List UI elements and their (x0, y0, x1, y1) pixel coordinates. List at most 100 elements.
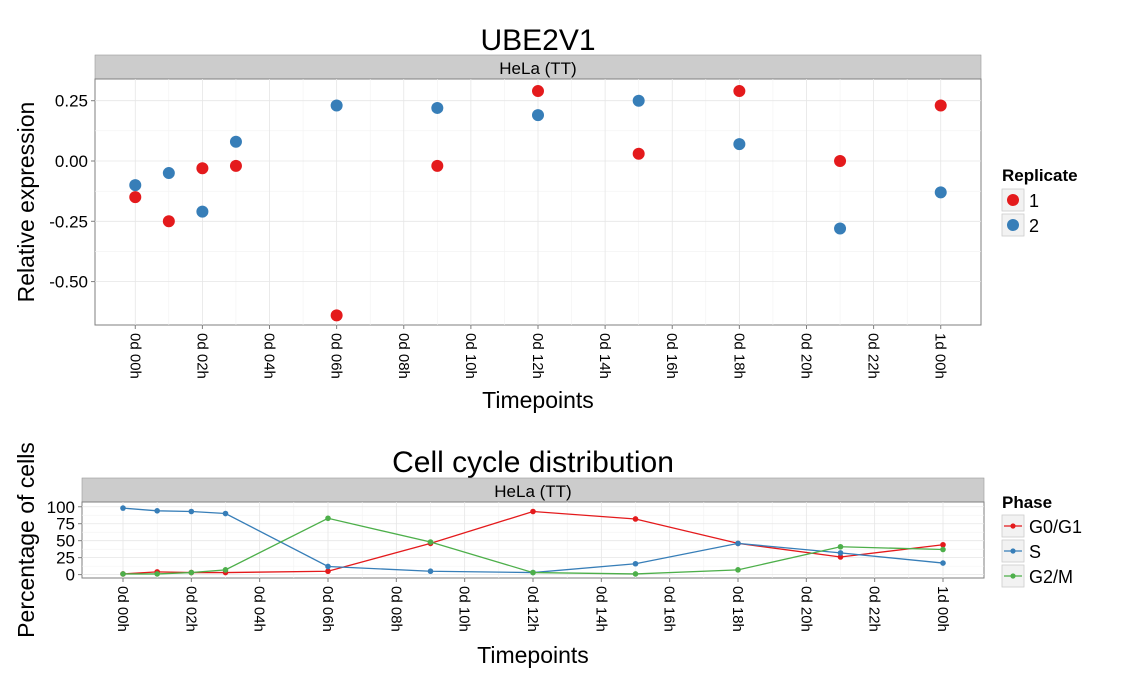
data-point (162, 215, 175, 228)
data-point (330, 99, 343, 112)
data-point (325, 568, 331, 575)
legend-label: G0/G1 (1029, 517, 1082, 537)
data-point (129, 191, 142, 204)
legend-label: 1 (1029, 191, 1039, 211)
legend-title: Replicate (1002, 166, 1078, 185)
data-points (129, 85, 947, 322)
data-point (325, 515, 331, 522)
data-point (431, 101, 444, 114)
x-tick-label: 0d 16h (663, 333, 680, 379)
y-tick-label: 25 (56, 549, 75, 568)
x-tick-label: 0d 08h (387, 586, 404, 632)
y-tick-label: 0.25 (55, 92, 88, 111)
legend-label: S (1029, 542, 1041, 562)
y-axis-label: Percentage of cells (13, 442, 39, 638)
legend-key-point (1010, 573, 1016, 579)
y-tick-label: -0.50 (49, 273, 88, 292)
x-tick-label: 0d 18h (729, 586, 746, 632)
legend: Phase G0/G1 S G2/M (1001, 493, 1082, 588)
data-point (162, 167, 175, 180)
x-tick-label: 0d 18h (730, 333, 747, 379)
data-point (733, 138, 746, 151)
y-tick-label: 0 (66, 566, 75, 585)
data-point (632, 516, 639, 522)
expression-chart: UBE2V1 HeLa (TT) 0.25 0.00 -0.25 -0.50 0d 0… (13, 24, 1078, 413)
data-point (431, 159, 444, 172)
legend-key-point (1010, 548, 1016, 554)
x-tick-label: 0d 14h (596, 333, 613, 379)
x-tick-label: 0d 22h (866, 586, 883, 632)
data-point (120, 571, 126, 577)
facet-strip (94, 54, 982, 80)
x-tick-label: 0d 14h (592, 586, 609, 632)
x-axis-label: Timepoints (482, 387, 594, 413)
x-tick-label: 0d 12h (529, 333, 546, 379)
legend-title: Phase (1002, 493, 1052, 512)
x-tick-label: 0d 10h (456, 586, 473, 632)
x-axis-ticks: 0d 00h 0d 02h 0d 04h 0d 06h 0d 08h 0d 10h 0d 1… (126, 325, 949, 379)
data-point (632, 147, 645, 160)
x-tick-label: 0d 08h (395, 333, 412, 379)
data-point (632, 571, 639, 577)
data-point (530, 569, 536, 576)
data-point (222, 567, 229, 573)
y-axis-label: Relative expression (13, 102, 39, 303)
data-point (934, 186, 947, 199)
facet-label: HeLa (TT) (499, 59, 576, 78)
data-point (632, 94, 645, 107)
data-point (229, 159, 242, 172)
data-point (733, 85, 746, 98)
legend-key-point (1007, 194, 1019, 206)
legend-label: G2/M (1029, 567, 1073, 587)
data-point (188, 569, 195, 576)
legend-label: 2 (1029, 216, 1039, 236)
y-tick-label: 50 (56, 532, 75, 551)
y-tick-label: -0.25 (49, 212, 88, 231)
legend: Replicate 1 2 (1001, 166, 1078, 237)
data-point (120, 505, 126, 511)
data-point (934, 99, 947, 112)
data-point (330, 309, 343, 322)
grid-lines (95, 79, 981, 325)
y-tick-label: 100 (47, 498, 75, 517)
data-point (735, 567, 741, 573)
x-tick-label: 1d 00h (932, 333, 949, 379)
data-point (837, 550, 844, 556)
x-tick-label: 0d 20h (797, 333, 814, 379)
data-point (427, 539, 434, 545)
x-tick-label: 0d 20h (797, 586, 814, 632)
x-tick-label: 0d 10h (462, 333, 479, 379)
data-point (940, 546, 946, 553)
data-point (427, 568, 434, 575)
chart-title: UBE2V1 (480, 24, 595, 57)
data-point (532, 85, 544, 98)
x-tick-label: 0d 02h (182, 586, 199, 632)
data-point (532, 109, 544, 122)
data-point (837, 543, 844, 550)
data-point (837, 554, 844, 560)
x-tick-label: 0d 16h (661, 586, 678, 632)
data-lines (120, 505, 946, 577)
x-tick-label: 0d 12h (524, 586, 541, 632)
data-point (188, 508, 195, 515)
cell-cycle-chart: Cell cycle distribution HeLa (TT) 100755… (13, 442, 1082, 668)
legend-key-point (1007, 219, 1019, 231)
x-tick-label: 1d 00h (934, 586, 951, 632)
data-point (632, 560, 639, 567)
x-axis-ticks: 0d 00h 0d 02h 0d 04h 0d 06h 0d 08h 0d 10h 0d 1… (114, 578, 951, 632)
chart-title: Cell cycle distribution (392, 446, 674, 479)
x-tick-label: 0d 00h (126, 333, 143, 379)
data-point (129, 179, 142, 192)
x-tick-label: 0d 22h (865, 333, 882, 379)
data-point (940, 560, 946, 566)
data-point (222, 510, 229, 517)
x-tick-label: 0d 04h (261, 333, 278, 379)
y-tick-label: 75 (56, 515, 75, 534)
data-point (196, 162, 209, 175)
x-tick-label: 0d 02h (193, 333, 210, 379)
data-point (325, 563, 331, 570)
data-point (834, 222, 847, 235)
x-tick-label: 0d 04h (251, 586, 268, 632)
data-point (834, 155, 847, 167)
